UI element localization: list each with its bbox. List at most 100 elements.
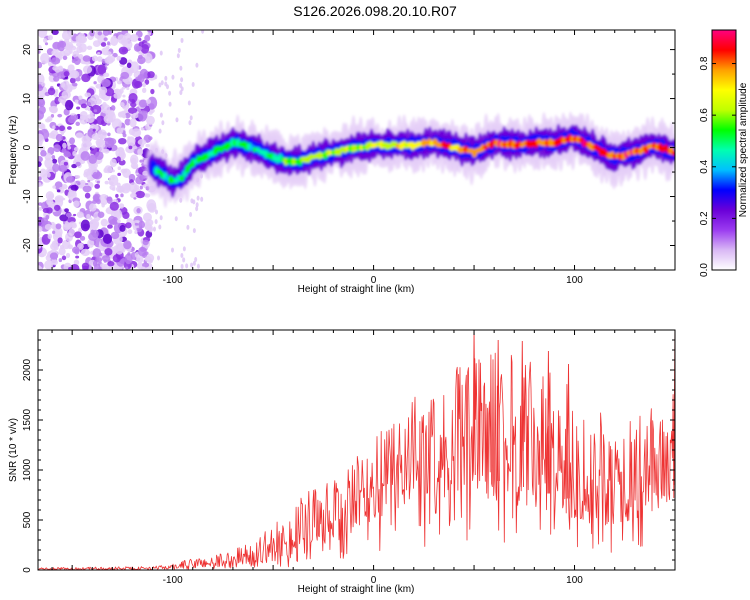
heatmap-noise-blob — [116, 127, 124, 135]
heatmap-noise-blob — [106, 55, 116, 63]
heatmap-noise-blob — [158, 128, 162, 134]
heatmap-noise-blob — [96, 180, 100, 184]
spectrogram-noise-region — [38, 30, 205, 270]
snr-y-ticks: 0 500 1000 1500 2000 — [22, 329, 675, 573]
colorbar-tick-label: 0.8 — [699, 56, 710, 70]
heatmap-noise-blob — [140, 43, 150, 54]
heatmap-noise-blob — [46, 172, 51, 178]
heatmap-noise-blob — [159, 215, 163, 221]
heatmap-noise-blob — [196, 263, 200, 269]
heatmap-noise-blob — [68, 32, 73, 38]
heatmap-noise-blob — [134, 222, 139, 226]
heatmap-noise-blob — [136, 220, 140, 224]
heatmap-noise-blob — [80, 151, 90, 161]
heatmap-noise-blob — [75, 255, 80, 259]
heatmap-noise-blob — [83, 171, 89, 178]
heatmap-noise-blob — [65, 252, 71, 259]
heatmap-noise-blob — [190, 262, 194, 268]
heatmap-noise-blob — [106, 196, 113, 204]
heatmap-noise-blob — [47, 87, 56, 96]
heatmap-noise-blob — [75, 132, 84, 139]
heatmap-noise-blob — [51, 30, 59, 36]
heatmap-noise-blob — [111, 169, 115, 173]
heatmap-noise-blob — [122, 94, 126, 98]
heatmap-noise-blob — [78, 54, 84, 59]
heatmap-noise-blob — [57, 71, 66, 80]
snr-x-ticks: -100 0 100 — [51, 330, 676, 586]
heatmap-noise-blob — [38, 206, 42, 211]
heatmap-noise-blob — [137, 37, 142, 41]
heatmap-noise-blob — [58, 125, 66, 132]
heatmap-noise-blob — [130, 192, 137, 199]
heatmap-noise-blob — [78, 95, 83, 100]
heatmap-noise-blob — [84, 92, 92, 98]
heatmap-noise-blob — [97, 64, 107, 75]
heatmap-noise-blob — [139, 185, 143, 190]
snr-peak — [546, 350, 551, 494]
colorbar-ticks: 0.0 0.2 0.4 0.6 0.8 — [699, 56, 736, 277]
heatmap-noise-blob — [58, 247, 66, 256]
heatmap-noise-blob — [126, 86, 130, 91]
heatmap-noise-blob — [160, 80, 164, 86]
heatmap-noise-blob — [101, 78, 111, 88]
heatmap-noise-blob — [154, 74, 158, 80]
heatmap-noise-blob — [75, 161, 81, 167]
heatmap-noise-blob — [159, 112, 163, 118]
heatmap-noise-blob — [92, 248, 102, 258]
heatmap-noise-blob — [64, 52, 69, 56]
heatmap-noise-blob — [107, 261, 115, 267]
heatmap-noise-blob — [72, 150, 77, 157]
heatmap-noise-blob — [64, 99, 74, 111]
x-tick-label: 0 — [371, 575, 377, 586]
y-tick-label: 10 — [22, 93, 33, 105]
y-tick-label: 20 — [22, 44, 33, 56]
heatmap-noise-blob — [116, 80, 122, 85]
heatmap-noise-blob — [82, 55, 91, 62]
spectrogram-y-ticks: -20 -10 0 10 20 — [22, 44, 675, 271]
heatmap-noise-blob — [182, 257, 186, 263]
heatmap-noise-blob — [109, 201, 120, 211]
heatmap-noise-blob — [113, 92, 121, 99]
heatmap-ridge-cell — [671, 150, 675, 156]
heatmap-noise-blob — [109, 158, 117, 168]
heatmap-noise-blob — [89, 30, 95, 37]
heatmap-noise-blob — [135, 45, 143, 51]
heatmap-noise-blob — [144, 79, 150, 85]
heatmap-noise-blob — [65, 176, 75, 183]
heatmap-noise-blob — [38, 176, 42, 181]
heatmap-noise-blob — [70, 184, 79, 191]
y-tick-label: 500 — [22, 511, 33, 528]
heatmap-noise-blob — [38, 225, 43, 233]
heatmap-noise-blob — [81, 262, 90, 270]
heatmap-noise-blob — [50, 242, 58, 251]
heatmap-noise-blob — [86, 213, 91, 220]
heatmap-noise-blob — [200, 196, 204, 202]
spectrogram-x-ticks: -100 0 100 — [51, 30, 676, 286]
heatmap-noise-blob — [117, 147, 124, 153]
heatmap-noise-blob — [119, 57, 128, 65]
heatmap-noise-blob — [124, 118, 131, 126]
heatmap-noise-blob — [120, 168, 128, 174]
heatmap-noise-blob — [126, 62, 132, 69]
heatmap-noise-blob — [85, 114, 95, 124]
heatmap-noise-blob — [154, 219, 158, 225]
heatmap-noise-blob — [124, 253, 133, 265]
heatmap-noise-blob — [91, 145, 96, 149]
heatmap-noise-blob — [73, 259, 80, 266]
heatmap-noise-blob — [122, 211, 130, 220]
heatmap-noise-blob — [140, 266, 146, 270]
heatmap-noise-blob — [120, 37, 128, 47]
heatmap-noise-blob — [171, 74, 175, 80]
heatmap-noise-blob — [59, 41, 67, 48]
heatmap-noise-blob — [130, 157, 137, 165]
x-tick-label: -100 — [163, 275, 183, 286]
heatmap-noise-blob — [179, 65, 183, 71]
colorbar-tick-label: 0.2 — [699, 211, 710, 225]
heatmap-noise-blob — [47, 34, 53, 41]
heatmap-noise-blob — [94, 151, 104, 161]
heatmap-noise-blob — [70, 115, 74, 120]
heatmap-noise-blob — [51, 50, 57, 56]
heatmap-noise-blob — [100, 42, 107, 47]
heatmap-noise-blob — [50, 114, 55, 118]
heatmap-noise-blob — [52, 125, 56, 130]
